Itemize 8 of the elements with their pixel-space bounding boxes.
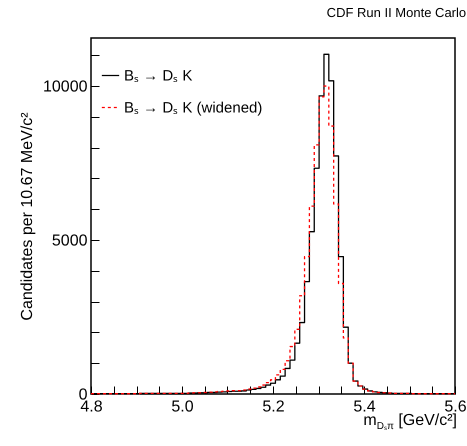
y-tick-label: 5000	[52, 232, 88, 250]
x-tick-label: 5.0	[171, 398, 194, 416]
x-tick-label: 5.2	[262, 398, 285, 416]
y-tick-label: 10000	[43, 78, 88, 96]
legend-label: Bₛ → Dₛ K (widened)	[124, 100, 262, 116]
chart-title: CDF Run II Monte Carlo	[326, 5, 466, 20]
legend-label: Bₛ → Dₛ K	[124, 68, 192, 84]
y-axis-title: Candidates per 10.67 MeV/c²	[19, 112, 36, 321]
